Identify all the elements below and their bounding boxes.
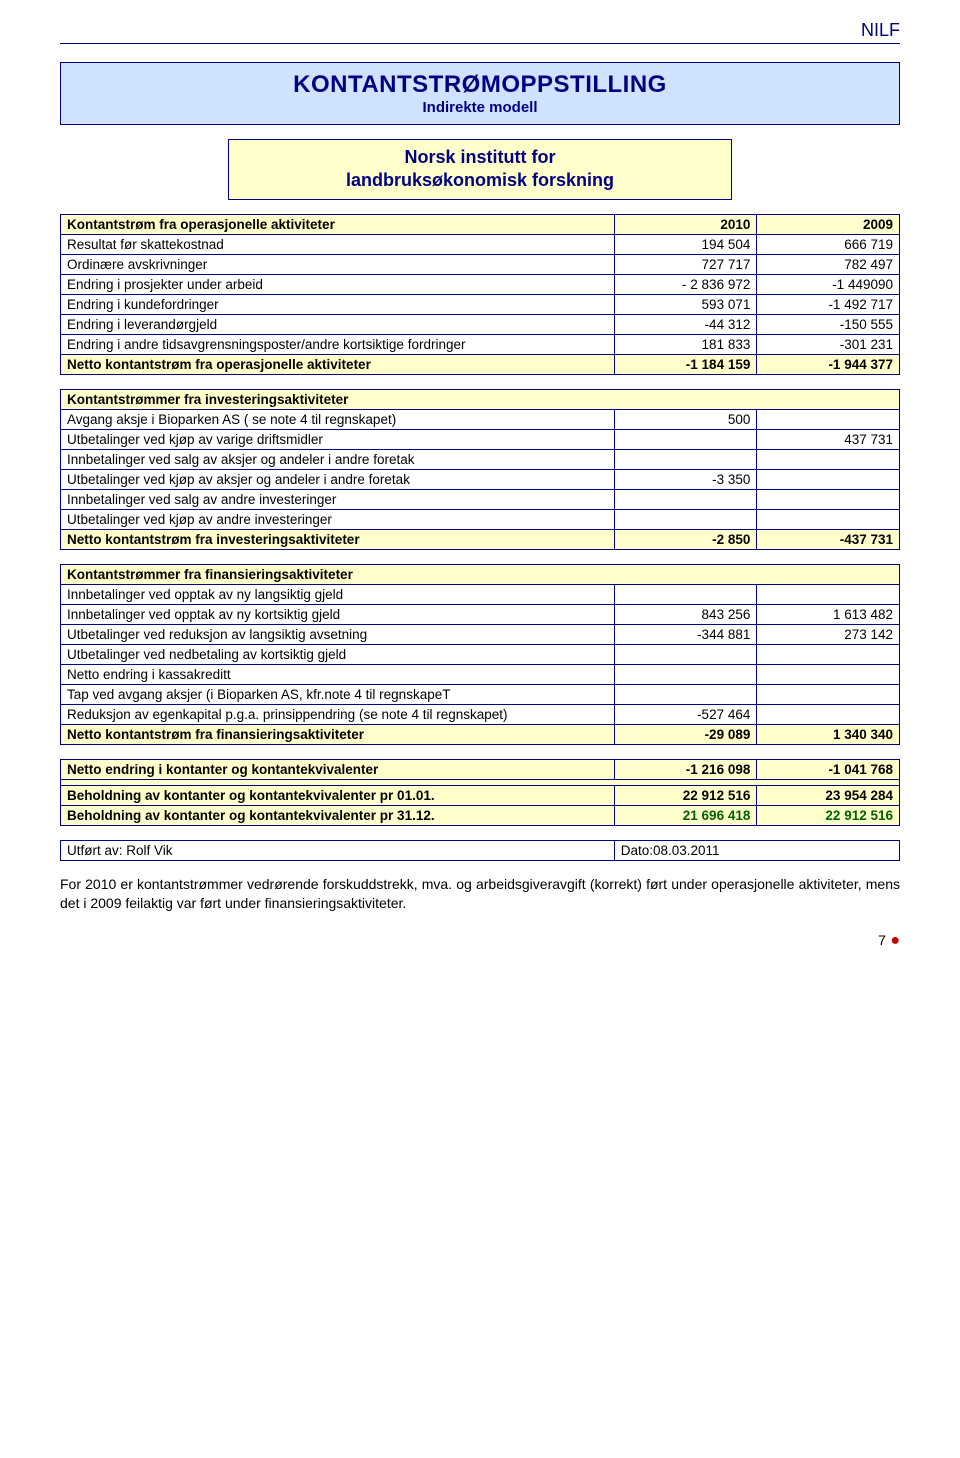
table-signoff: Utført av: Rolf Vik Dato:08.03.2011 <box>60 840 900 861</box>
table-financing: Kontantstrømmer fra finansieringsaktivit… <box>60 564 900 745</box>
title-box: KONTANTSTRØMOPPSTILLING Indirekte modell <box>60 62 900 125</box>
table-row: Endring i andre tidsavgrensningsposter/a… <box>61 334 900 354</box>
net-row: Netto kontantstrøm fra investeringsaktiv… <box>61 529 900 549</box>
table-row: Innbetalinger ved salg av andre invester… <box>61 489 900 509</box>
table-row: Endring i kundefordringer593 071-1 492 7… <box>61 294 900 314</box>
institution-box: Norsk institutt for landbruksøkonomisk f… <box>228 139 732 200</box>
table-row: Utbetalinger ved kjøp av andre investeri… <box>61 509 900 529</box>
footnote: For 2010 er kontantstrømmer vedrørende f… <box>60 875 900 914</box>
net-row: Netto kontantstrøm fra operasjonelle akt… <box>61 354 900 374</box>
table-summary: Netto endring i kontanter og kontantekvi… <box>60 759 900 826</box>
subtitle: Indirekte modell <box>61 99 899 116</box>
institution-line1: Norsk institutt for <box>229 146 731 169</box>
section3-heading: Kontantstrømmer fra finansieringsaktivit… <box>61 564 900 584</box>
table-investing: Kontantstrømmer fra investeringsaktivite… <box>60 389 900 550</box>
table-row: Innbetalinger ved opptak av ny langsikti… <box>61 584 900 604</box>
table-row: Utbetalinger ved nedbetaling av kortsikt… <box>61 644 900 664</box>
table-row: Ordinære avskrivninger727 717782 497 <box>61 254 900 274</box>
opening-row: Beholdning av kontanter og kontantekviva… <box>61 785 900 805</box>
table-row: Reduksjon av egenkapital p.g.a. prinsipp… <box>61 704 900 724</box>
page-dot-icon: ● <box>886 932 900 949</box>
net-row: Netto kontantstrøm fra finansieringsakti… <box>61 724 900 744</box>
table-row: Resultat før skattekostnad194 504666 719 <box>61 234 900 254</box>
table-operating: Kontantstrøm fra operasjonelle aktivitet… <box>60 214 900 375</box>
closing-row: Beholdning av kontanter og kontantekviva… <box>61 805 900 825</box>
table-row: Endring i prosjekter under arbeid- 2 836… <box>61 274 900 294</box>
year-b: 2009 <box>757 214 900 234</box>
section1-heading: Kontantstrøm fra operasjonelle aktivitet… <box>61 214 615 234</box>
table-row: Utbetalinger ved kjøp av varige driftsmi… <box>61 429 900 449</box>
table-row: Utbetalinger ved reduksjon av langsiktig… <box>61 624 900 644</box>
signoff-row: Utført av: Rolf Vik Dato:08.03.2011 <box>61 840 900 860</box>
table-row: Innbetalinger ved salg av aksjer og ande… <box>61 449 900 469</box>
table-row: Tap ved avgang aksjer (i Bioparken AS, k… <box>61 684 900 704</box>
net-change-row: Netto endring i kontanter og kontantekvi… <box>61 759 900 779</box>
section2-heading: Kontantstrømmer fra investeringsaktivite… <box>61 389 900 409</box>
year-a: 2010 <box>614 214 757 234</box>
institution-line2: landbruksøkonomisk forskning <box>229 169 731 192</box>
page-number: 7 ● <box>60 932 900 950</box>
table-row: Innbetalinger ved opptak av ny kortsikti… <box>61 604 900 624</box>
table-row: Netto endring i kassakreditt <box>61 664 900 684</box>
main-title: KONTANTSTRØMOPPSTILLING <box>61 71 899 99</box>
org-header: NILF <box>60 20 900 44</box>
table-row: Utbetalinger ved kjøp av aksjer og andel… <box>61 469 900 489</box>
table-row: Avgang aksje i Bioparken AS ( se note 4 … <box>61 409 900 429</box>
table-row: Endring i leverandørgjeld-44 312-150 555 <box>61 314 900 334</box>
